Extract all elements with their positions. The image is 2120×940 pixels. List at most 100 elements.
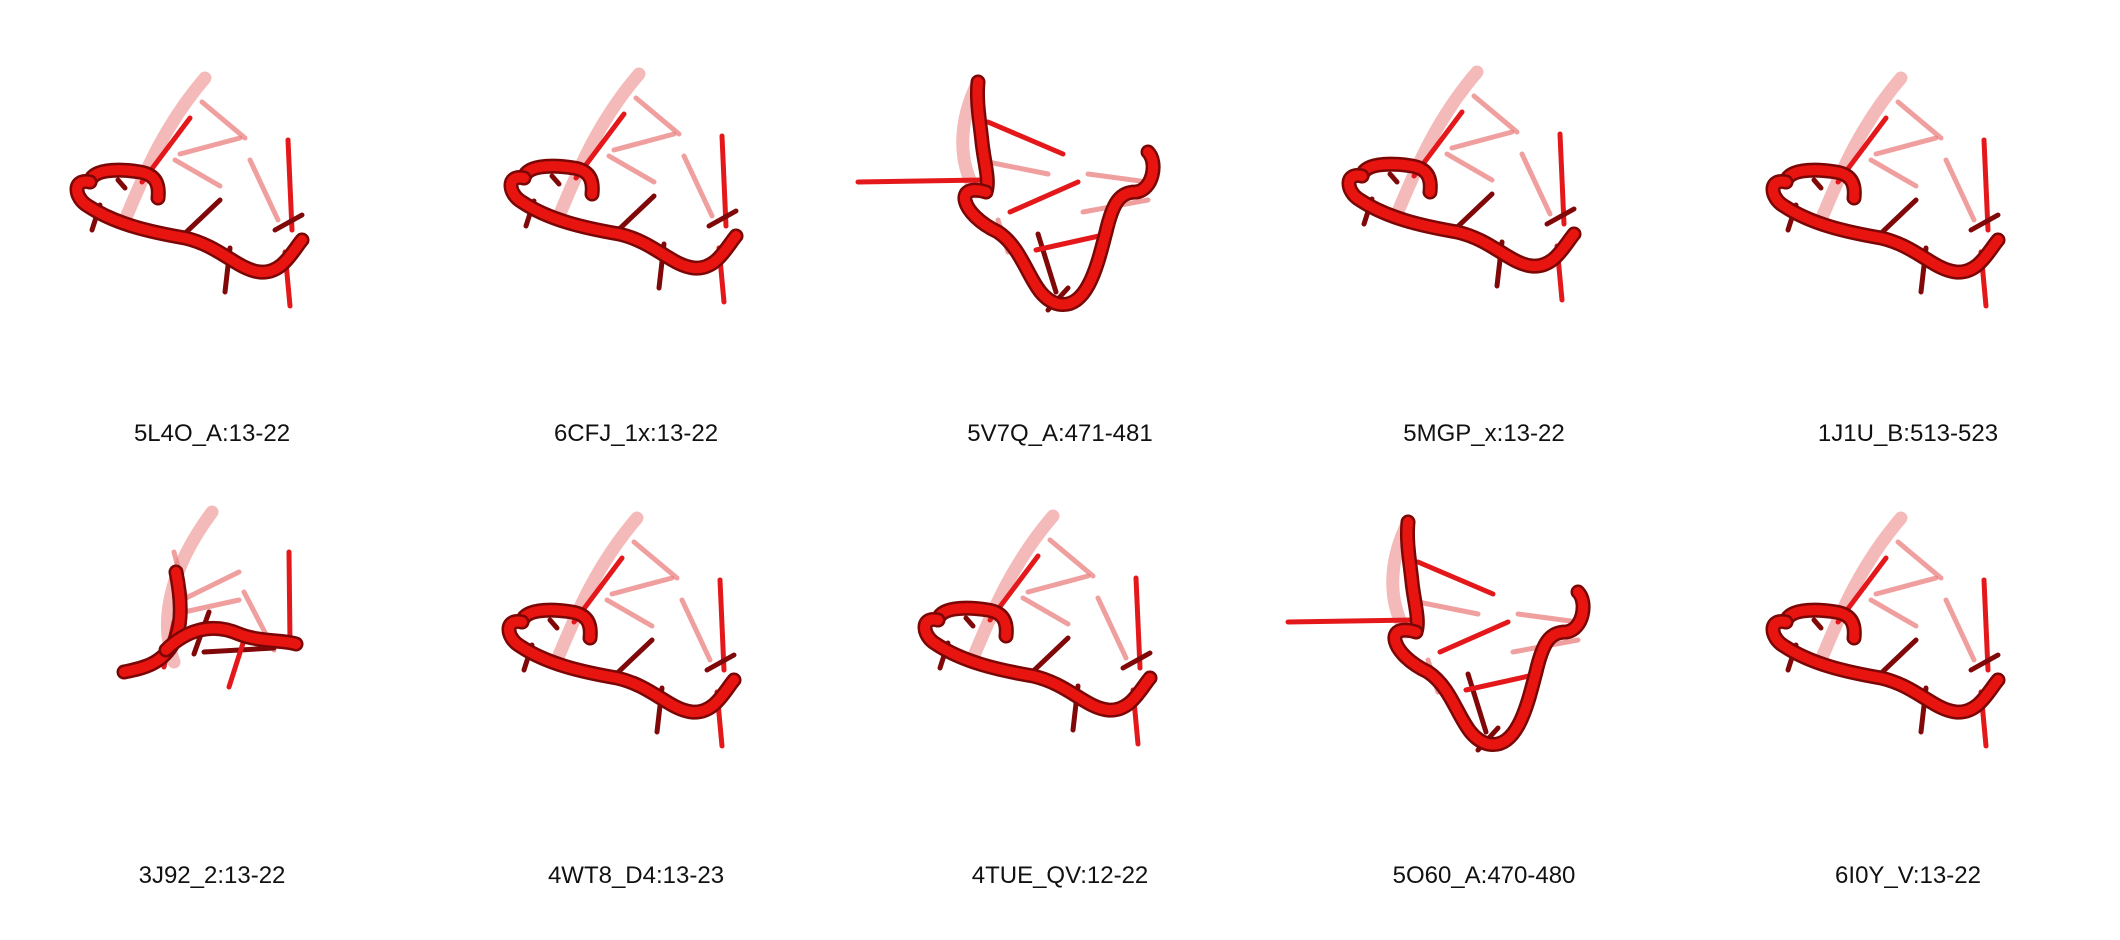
structure-label: 4TUE_QV:12-22 [971,862,1149,889]
rna-model [1341,65,1582,303]
rna-cartoon-5O60_A [1285,514,1591,753]
rna-cartoon-1J1U_B [1765,71,2006,309]
structure-panel-6I0Y_V [1696,460,2120,900]
base-stick-7 [1968,212,2001,233]
base-stick-10 [547,617,560,631]
faded-backbone [1390,65,1484,221]
base-stick-1 [1285,617,1416,625]
backbone-hook [517,605,596,643]
structure-panel-4TUE_QV [848,460,1272,900]
base-stick-2 [1873,135,1939,157]
structure-label: 5MGP_x:13-22 [1403,420,1565,447]
base-stick-7 [1968,652,2001,673]
base-stick-3 [1868,157,1919,189]
base-stick-3 [1415,599,1481,617]
rna-model [116,505,304,690]
base-stick-7 [1035,231,1059,295]
base-stick-5 [1943,157,1977,223]
base-stick-4 [1007,179,1081,215]
base-stick-4 [1437,619,1511,655]
base-stick-10 [115,177,128,191]
base-stick-3 [181,597,242,615]
structure-panel-3J92_2 [0,460,424,900]
base-stick-8 [1463,671,1541,693]
backbone-tube [504,616,739,718]
base-stick-5 [679,597,713,663]
base-stick-7 [704,652,737,673]
base-stick-7 [1465,671,1489,735]
base-stick-10 [1387,171,1400,185]
base-stick-5 [286,549,293,645]
base-stick-10 [1811,617,1824,631]
structure-label: 5L4O_A:13-22 [133,420,291,447]
rna-cartoon-6I0Y_V [1765,511,2006,749]
faded-backbone [966,509,1060,665]
backbone-tube [161,623,301,655]
base-stick-6 [1557,131,1567,227]
base-stick-5 [1519,151,1553,217]
base-stick-3 [1020,595,1071,627]
rna-model [501,511,742,749]
base-stick-6 [1133,575,1143,671]
rna-model [855,74,1161,313]
base-stick-7 [1544,206,1577,227]
backbone-tube [1768,176,2003,278]
base-stick-3 [1444,151,1495,183]
base-stick-4 [631,539,680,581]
structure-panel-6CFJ_1x [424,20,848,460]
base-stick-2 [1415,559,1496,597]
structure-panel-5O60_A [1272,460,1696,900]
faded-backbone [550,511,644,667]
structure-label: 5V7Q_A:471-481 [967,420,1153,447]
backbone-hook [972,77,993,197]
base-stick-3 [985,159,1051,177]
structure-label: 3J92_2:13-22 [138,862,286,889]
base-stick-6 [717,577,727,673]
structure-label: 6I0Y_V:13-22 [1835,862,1981,889]
backbone-hook [933,603,1012,641]
base-stick-2 [183,569,242,601]
rna-model [1765,511,2006,749]
base-stick-3 [604,597,655,629]
base-stick-4 [1895,539,1944,581]
base-stick-7 [1120,650,1153,671]
base-stick-2 [1449,129,1515,151]
structure-panel-5L4O_A [0,20,424,460]
base-stick-5 [1085,171,1151,185]
rna-model [1285,514,1591,753]
base-stick-4 [1471,93,1520,135]
base-stick-5 [1943,597,1977,663]
base-stick-6 [1981,137,1991,233]
structure-panel-5V7Q_A [848,20,1272,460]
backbone-tube [1768,616,2003,718]
rna-cartoon-3J92_2 [116,505,304,690]
base-stick-2 [177,135,243,157]
base-stick-1 [855,177,986,185]
base-stick-3 [1868,597,1919,629]
rna-cartoon-4TUE_QV [917,509,1158,747]
structure-label: 4WT8_D4:13-23 [547,862,725,889]
backbone-tube [1344,170,1579,272]
backbone-tube [1389,587,1589,750]
base-stick-4 [199,99,248,141]
rna-cartoon-4WT8_D4 [501,511,742,749]
base-stick-6 [285,137,295,233]
structure-label: 1J1U_B:513-523 [1817,420,1999,447]
base-stick-3 [606,153,657,185]
base-stick-5 [1095,595,1129,661]
backbone-tube [72,176,307,278]
base-stick-10 [963,615,976,629]
base-stick-3 [172,157,223,189]
faded-backbone [1814,511,1908,667]
base-stick-5 [681,153,715,219]
faded-backbone [118,71,212,227]
backbone-hook [1357,159,1436,197]
backbone-hook [519,161,598,199]
rna-model [69,71,310,309]
faded-backbone [1814,71,1908,227]
base-stick-2 [985,119,1066,157]
structure-label: 5O60_A:470-480 [1392,862,1576,889]
base-stick-10 [549,173,562,187]
rna-cartoon-5MGP_x [1341,65,1582,303]
